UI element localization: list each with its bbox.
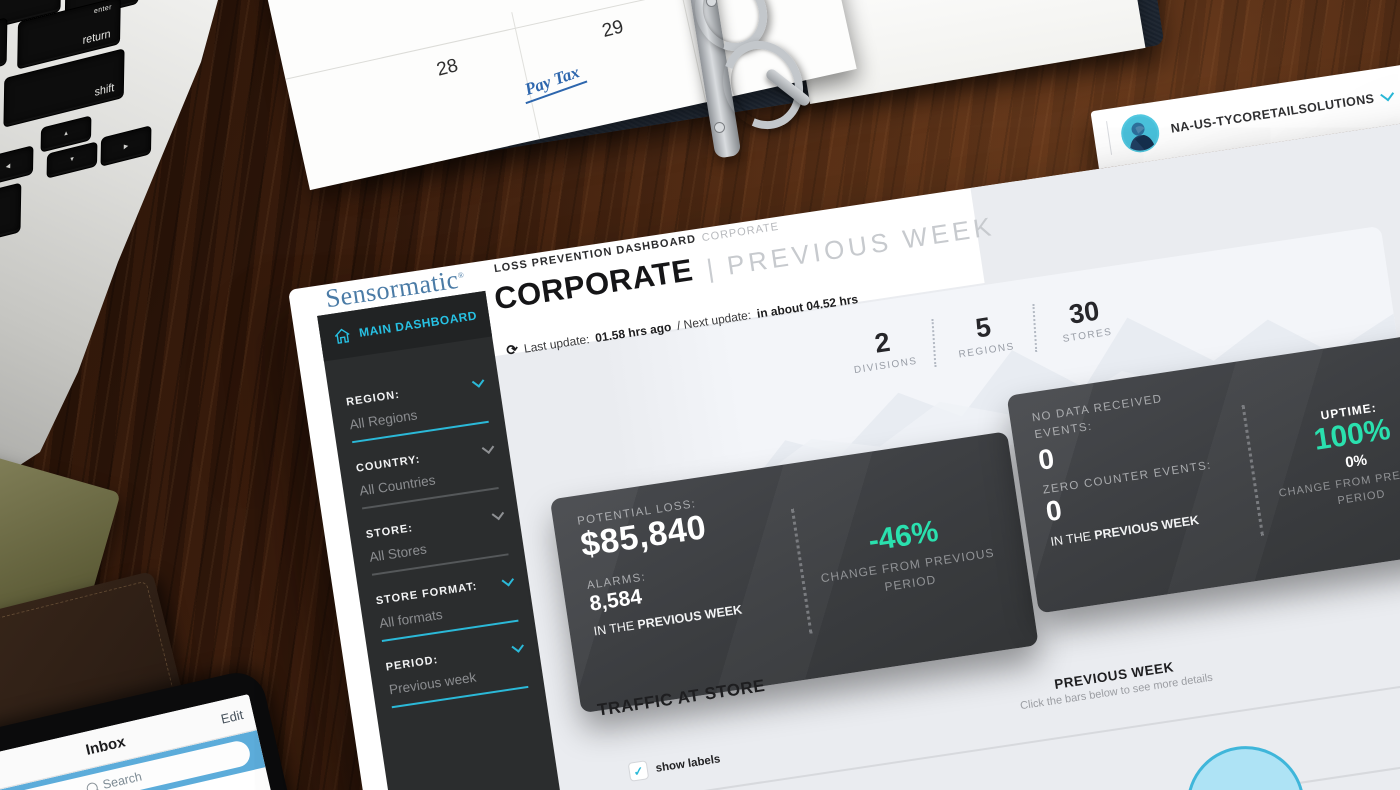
stat-separator xyxy=(931,319,937,368)
calendar-day: 29 xyxy=(600,16,626,43)
filter-label: PERIOD: xyxy=(385,653,440,674)
account-name: NA-US-TYCORETAILSOLUTIONS xyxy=(1169,91,1376,136)
registered-mark: ® xyxy=(457,270,465,281)
keyboard-key xyxy=(0,17,8,81)
sidebar-item-main-dashboard[interactable]: MAIN DASHBOARD xyxy=(317,290,493,362)
loss-change-value: -46% xyxy=(866,514,941,558)
uptime-change-value: 0% xyxy=(1344,450,1369,472)
sidebar: MAIN DASHBOARD REGION: All Regions COUNT… xyxy=(317,290,582,790)
chevron-down-icon xyxy=(471,374,485,388)
refresh-icon[interactable]: ⟳ xyxy=(505,340,520,359)
events-card-left: NO DATA RECEIVED EVENTS: 0 ZERO COUNTER … xyxy=(1031,381,1255,592)
chevron-down-icon xyxy=(511,639,524,653)
stat-value: 2 xyxy=(872,326,893,359)
filter-store[interactable]: STORE: All Stores xyxy=(365,507,509,576)
search-icon xyxy=(85,781,99,790)
phone-inbox-title: Inbox xyxy=(84,732,127,759)
arrow-right-key: ▶ xyxy=(100,125,152,167)
sidebar-item-label: MAIN DASHBOARD xyxy=(358,308,478,340)
arrow-right-icon: ▶ xyxy=(123,142,129,151)
filter-period[interactable]: PERIOD: Previous week xyxy=(385,639,529,709)
keyboard-key xyxy=(0,182,22,250)
stat-stores: 30 STORES xyxy=(1051,295,1121,346)
user-avatar-icon xyxy=(1121,114,1160,153)
filter-region[interactable]: REGION: All Regions xyxy=(345,374,489,444)
filter-country[interactable]: COUNTRY: All Countries xyxy=(355,440,499,510)
home-icon xyxy=(334,328,350,344)
chevron-down-icon xyxy=(1379,87,1394,102)
arrow-left-key: ◀ xyxy=(0,145,34,187)
topbar: NA-US-TYCORETAILSOLUTIONS xyxy=(1090,51,1400,169)
dashboard-page: 2 DIVISIONS 5 REGIONS 30 STORES Sensorma xyxy=(288,112,1400,790)
chevron-down-icon xyxy=(481,440,495,454)
stat-value: 30 xyxy=(1067,295,1102,330)
filter-label: REGION: xyxy=(345,388,401,409)
stat-divisions: 2 DIVISIONS xyxy=(849,325,918,376)
check-icon: ✓ xyxy=(632,763,645,779)
phone-edit-button: Edit xyxy=(219,706,245,727)
uptime-change-label: CHANGE FROM PREVIOUS PERIOD xyxy=(1277,463,1400,508)
arrow-left-icon: ◀ xyxy=(5,162,11,171)
filter-label: COUNTRY: xyxy=(355,453,422,475)
calendar-handwritten-note: Pay Tax xyxy=(518,60,587,105)
events-card-right: UPTIME: 100% 0% CHANGE FROM PREVIOUS PER… xyxy=(1251,350,1400,559)
shift-key-label: shift xyxy=(94,81,115,99)
stat-separator xyxy=(1032,304,1038,353)
enter-key-label: enter xyxy=(93,3,113,16)
checkbox-checked[interactable]: ✓ xyxy=(627,760,650,782)
return-key-label: return xyxy=(82,27,111,48)
chevron-down-icon xyxy=(491,507,505,520)
calendar-day: 28 xyxy=(434,55,461,81)
account-menu[interactable]: NA-US-TYCORETAILSOLUTIONS xyxy=(1169,87,1394,136)
stat-value: 5 xyxy=(973,311,993,344)
filter-store-format[interactable]: STORE FORMAT: All formats xyxy=(375,573,519,642)
loss-card-left: POTENTIAL LOSS: $85,840 ALARMS: 8,584 IN… xyxy=(577,486,804,690)
loss-card-right: -46% CHANGE FROM PREVIOUS PERIOD xyxy=(800,455,1012,657)
filter-label: STORE: xyxy=(365,522,414,542)
user-avatar[interactable] xyxy=(1119,112,1162,155)
binder-screw xyxy=(706,0,717,7)
binder-screw xyxy=(714,122,725,133)
title-divider: | xyxy=(704,253,716,284)
stat-regions: 5 REGIONS xyxy=(950,310,1020,361)
topbar-divider xyxy=(1106,121,1113,155)
phone-search-label: Search xyxy=(101,769,144,790)
dashboard-screenshot: NA-US-TYCORETAILSOLUTIONS 2 DIVISIONS xyxy=(288,51,1400,790)
loss-change-label: CHANGE FROM PREVIOUS PERIOD xyxy=(819,545,996,594)
chevron-down-icon xyxy=(501,573,515,586)
calendar-day: 30 xyxy=(766,0,792,4)
